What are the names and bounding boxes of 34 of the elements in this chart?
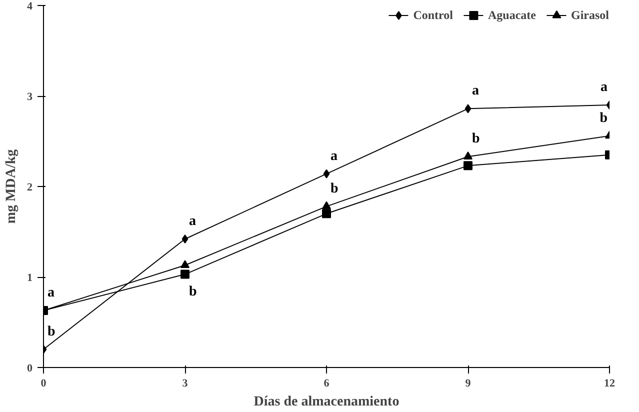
- y-tick-label: 0: [27, 362, 33, 374]
- point: [180, 260, 190, 268]
- point: [464, 161, 472, 170]
- x-tick-label: 3: [182, 378, 188, 390]
- annotation: a: [472, 84, 479, 99]
- x-tick-label: 12: [604, 378, 616, 390]
- x-tick-label: 0: [40, 378, 47, 390]
- annotation: a: [600, 80, 608, 96]
- x-axis-title: Días de almacenamiento: [254, 394, 400, 410]
- annotation: a: [330, 148, 338, 164]
- legend-label: Control: [413, 8, 453, 22]
- point: [464, 152, 472, 160]
- annotation: a: [189, 214, 196, 229]
- annotation: b: [330, 181, 338, 196]
- legend-label: Girasol: [571, 8, 609, 22]
- point: [182, 234, 188, 244]
- x-tick-label: 6: [324, 378, 330, 390]
- point: [464, 104, 472, 114]
- annotation: b: [600, 110, 608, 126]
- annotation: b: [472, 132, 480, 147]
- point: [322, 209, 331, 218]
- annotation: b: [48, 324, 56, 340]
- y-tick-label: 1: [27, 272, 32, 284]
- point: [180, 270, 190, 279]
- y-tick-label: 2: [27, 182, 33, 194]
- y-tick-label: 4: [27, 0, 33, 12]
- legend-label: Aguacate: [488, 8, 536, 22]
- y-tick-label: 3: [27, 91, 33, 103]
- y-axis-title: mg MDA/kg: [4, 149, 19, 224]
- annotation: b: [189, 284, 197, 300]
- point: [322, 201, 331, 210]
- x-tick-label: 9: [465, 378, 472, 390]
- annotation: a: [48, 285, 54, 300]
- point: [323, 169, 330, 178]
